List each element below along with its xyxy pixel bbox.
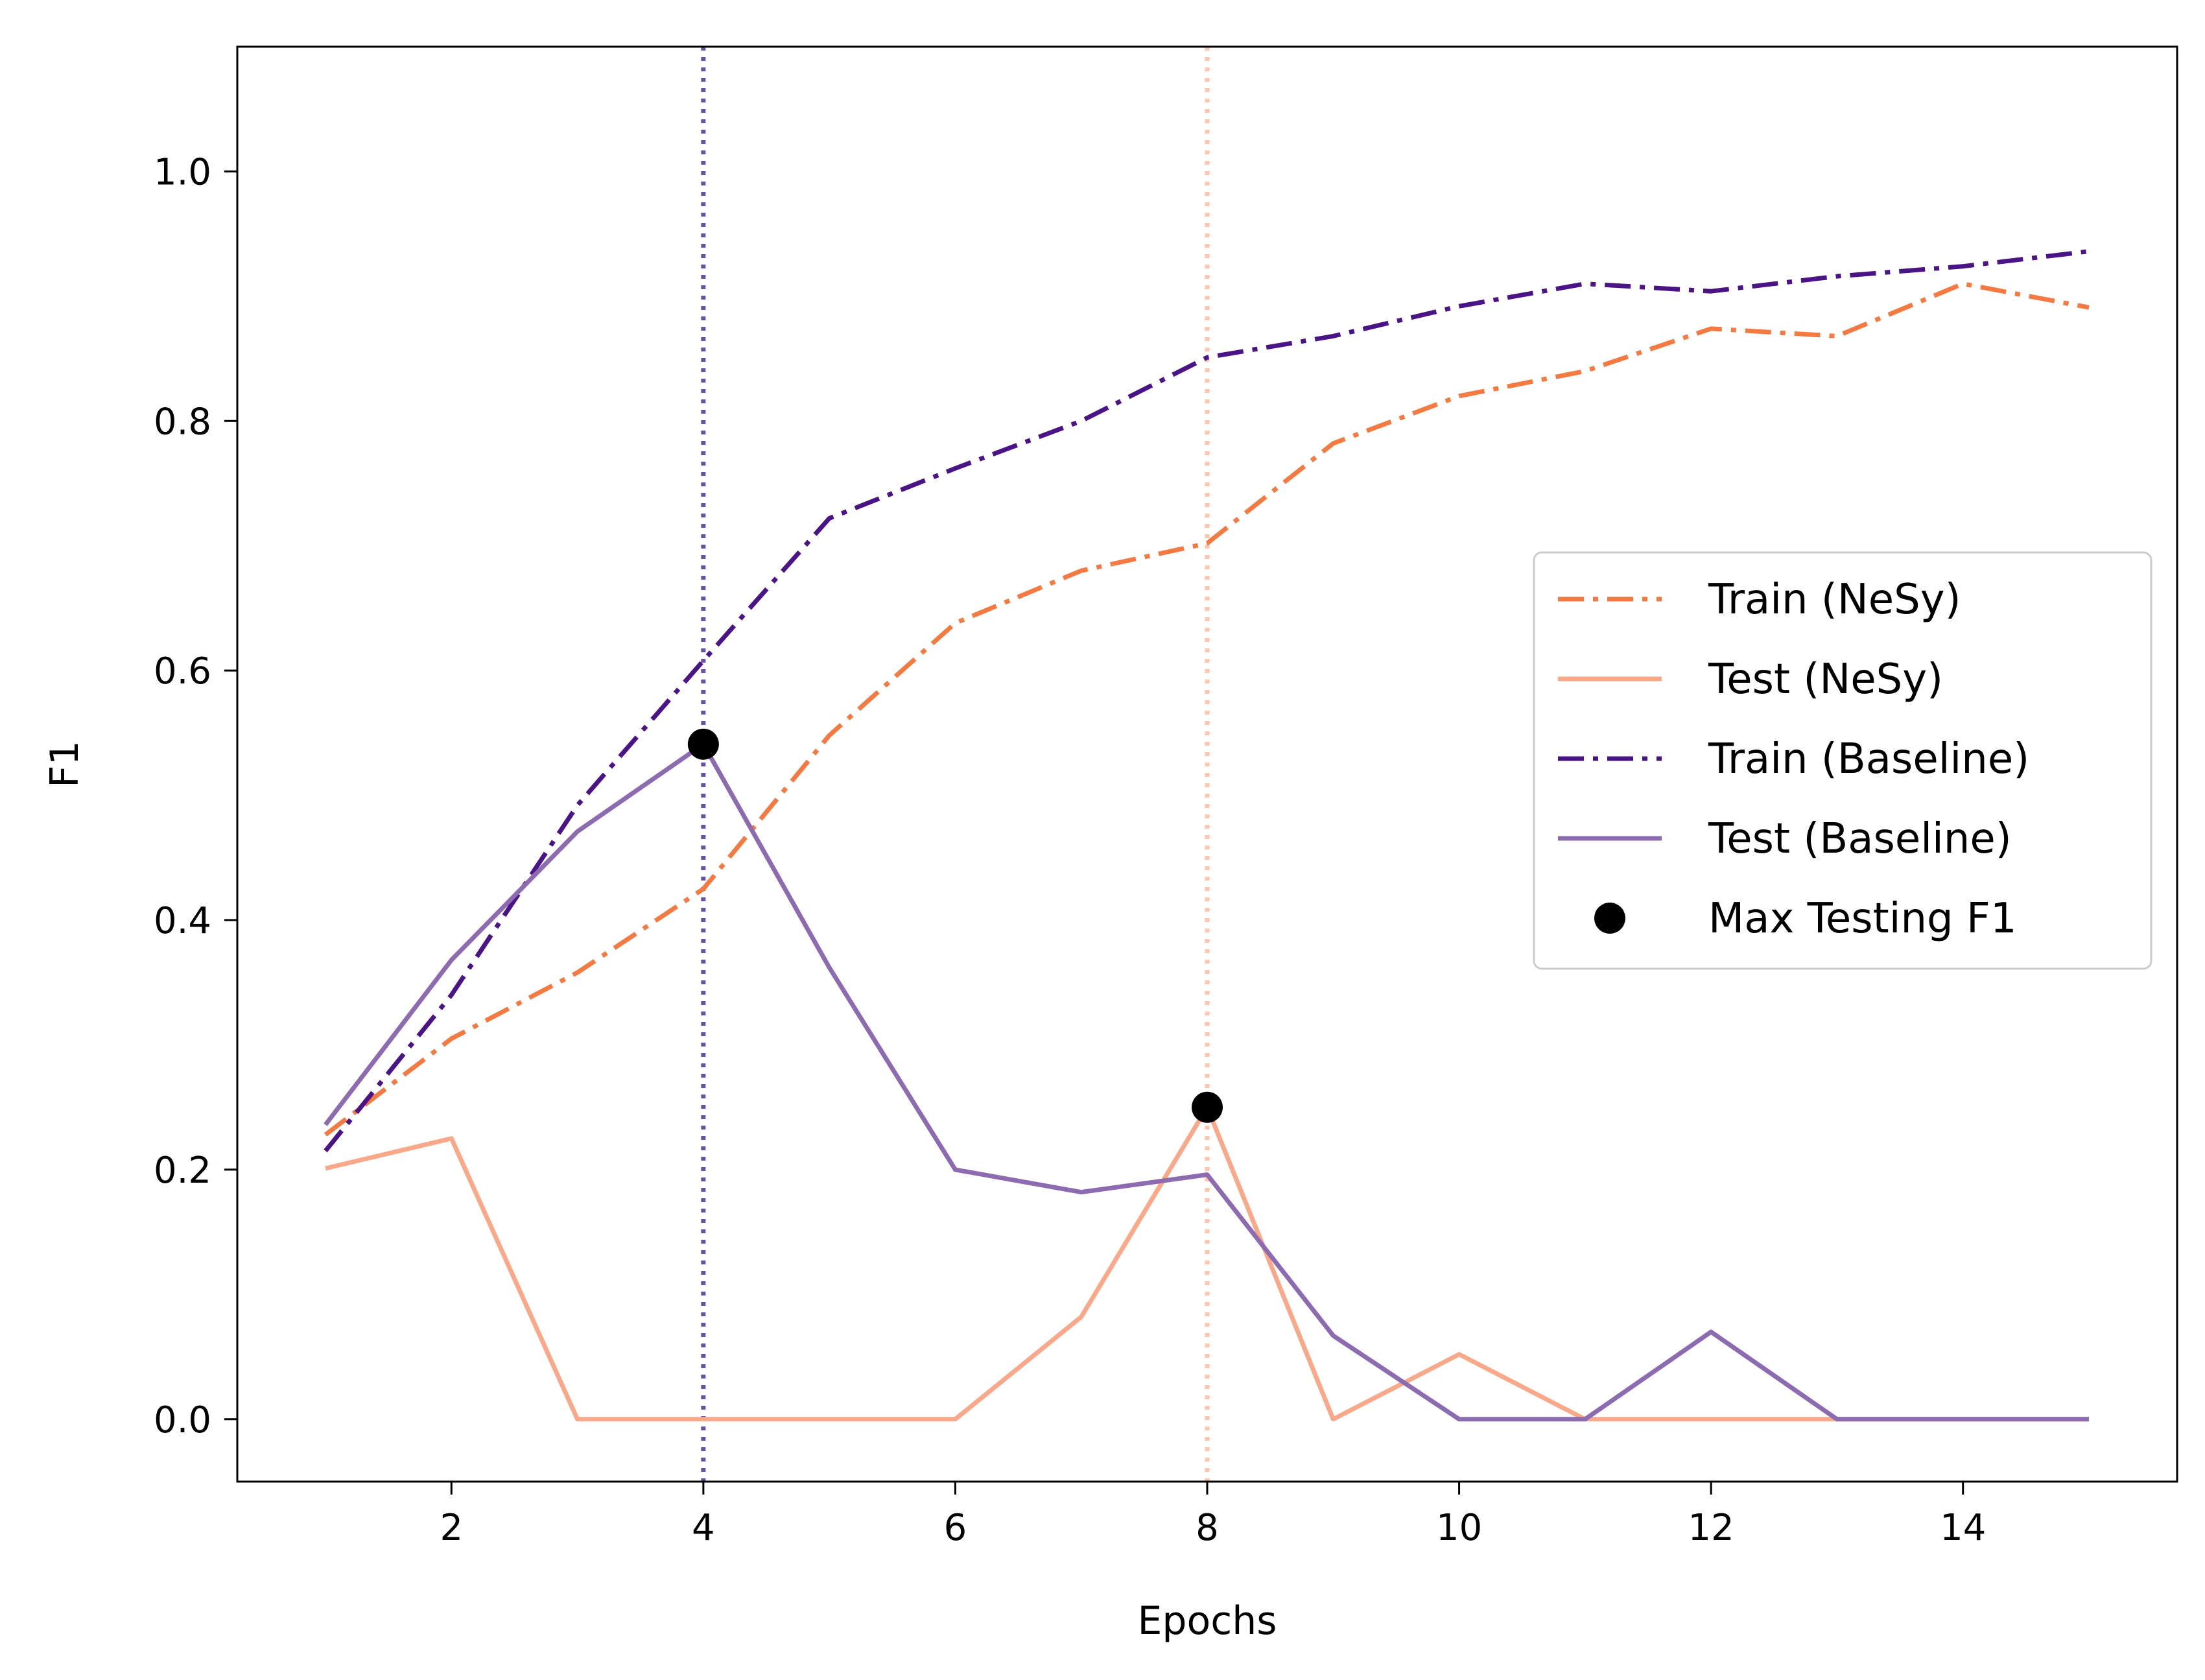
max-testing-point-1 — [687, 728, 719, 760]
x-tick-label: 2 — [440, 1507, 463, 1549]
legend-label-3: Train (Baseline) — [1708, 735, 2029, 783]
series-line-3 — [324, 249, 2090, 1153]
y-axis-label: F1 — [42, 740, 88, 788]
plot-area — [324, 47, 2090, 1482]
x-tick-label: 12 — [1688, 1507, 1734, 1549]
y-tick-label: 0.0 — [154, 1399, 211, 1441]
legend-label-max: Max Testing F1 — [1708, 895, 2017, 943]
y-tick-label: 0.4 — [154, 900, 211, 942]
x-tick-label: 14 — [1940, 1507, 1986, 1549]
legend-label-4: Test (Baseline) — [1708, 815, 2012, 863]
legend-swatch-max — [1594, 903, 1625, 934]
x-tick-label: 4 — [692, 1507, 715, 1549]
x-tick-label: 8 — [1196, 1507, 1219, 1549]
y-tick-label: 0.2 — [154, 1150, 211, 1192]
legend: Train (NeSy) Test (NeSy) Train (Baseline) T… — [1533, 551, 2152, 970]
y-tick-label: 0.6 — [154, 650, 211, 692]
x-tick-label: 10 — [1436, 1507, 1482, 1549]
x-axis-label: Epochs — [1138, 1598, 1277, 1644]
legend-box — [1533, 551, 2152, 970]
series-line-1 — [324, 281, 2090, 1137]
y-tick-label: 0.8 — [154, 401, 211, 443]
series-line-4 — [324, 742, 2089, 1422]
legend-label-1: Train (NeSy) — [1708, 576, 1961, 624]
x-tick-label: 6 — [944, 1507, 967, 1549]
max-testing-point-2 — [1192, 1091, 1223, 1123]
legend-label-2: Test (NeSy) — [1708, 656, 1943, 704]
axis-ticks: 2 4 6 8 10 12 14 0.0 0.2 0.4 0.6 0.8 1.0 — [154, 151, 1986, 1549]
y-tick-label: 1.0 — [154, 151, 211, 193]
